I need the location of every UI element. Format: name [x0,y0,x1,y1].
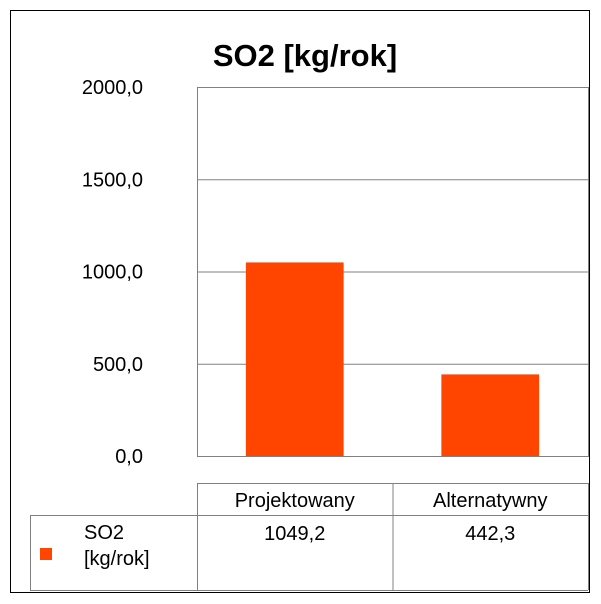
table-value: 1049,2 [264,523,325,545]
y-tick-label: 500,0 [93,354,143,376]
chart-title: SO2 [kg/rok] [213,38,397,73]
x-tick-label: Projektowany [235,490,355,512]
y-tick-label: 1500,0 [82,169,143,191]
table-value: 442,3 [465,523,515,545]
y-tick-label: 1000,0 [82,262,143,284]
bar [441,374,540,456]
bar [245,262,344,456]
y-tick-label: 2000,0 [82,77,143,99]
legend-label: SO2 [kg/rok] [84,522,150,570]
x-tick-label: Alternatywny [433,490,548,512]
y-tick-label: 0,0 [115,446,143,468]
legend-swatch [40,548,52,560]
